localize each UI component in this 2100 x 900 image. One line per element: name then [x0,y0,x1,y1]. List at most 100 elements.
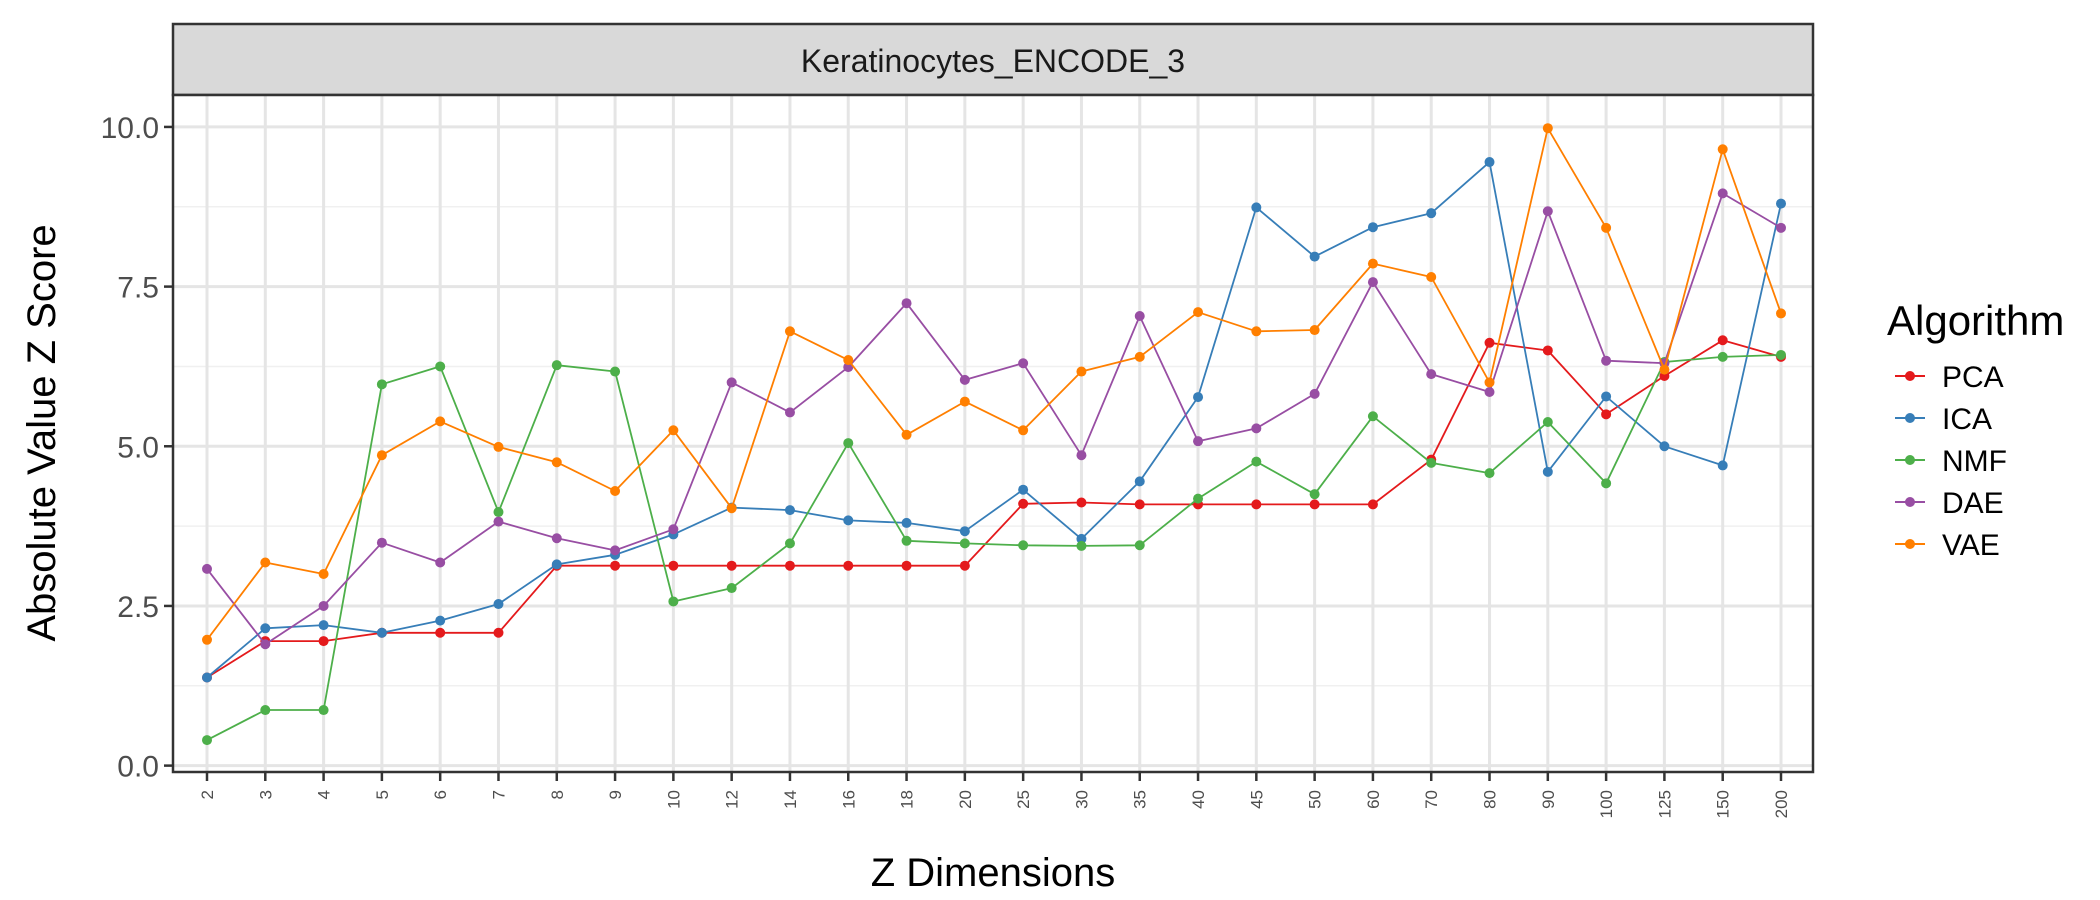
y-tick-label: 2.5 [117,591,159,624]
data-point-ica [435,615,446,626]
data-point-vae [1601,222,1612,233]
series-ica [202,157,1786,683]
data-point-pca [843,560,854,571]
data-point-pca [784,560,795,571]
legend-label-pca: PCA [1942,361,2004,394]
data-point-vae [610,485,621,496]
y-tick-label: 5.0 [117,431,159,464]
series-line-ica [206,161,1782,679]
legend-item-nmf: NMF [1895,445,2007,478]
data-point-nmf [435,361,446,372]
data-point-nmf [260,705,271,716]
data-point-nmf [901,535,912,546]
data-point-pca [1134,499,1145,510]
y-tick-label: 10.0 [101,112,159,145]
data-point-vae [202,634,212,645]
data-point-pca [1076,497,1087,508]
data-point-ica [1193,392,1204,403]
x-tick-label: 3 [256,790,275,799]
data-point-vae [260,557,271,568]
data-point-dae [1309,388,1320,399]
x-tick-label: 150 [1714,790,1733,818]
data-point-vae [1659,364,1670,375]
data-point-nmf [493,507,504,518]
data-point-ica [493,599,504,610]
data-point-vae [959,396,970,407]
data-point-ica [901,517,912,528]
data-point-pca [1717,335,1728,346]
x-tick-label: 14 [781,790,800,809]
data-point-pca [1018,498,1029,509]
data-point-nmf [1367,411,1378,422]
y-axis-title: Absolute Value Z Score [20,224,64,641]
data-point-dae [260,639,271,650]
data-point-nmf [1484,468,1495,479]
data-point-dae [551,533,562,544]
data-point-ica [202,672,212,683]
x-tick-label: 2 [198,790,217,799]
x-tick-label: 125 [1655,790,1674,818]
x-tick-label: 200 [1772,790,1791,818]
data-point-nmf [726,583,737,594]
x-tick-label: 12 [723,790,742,809]
x-tick-label: 7 [489,790,508,799]
legend-item-dae: DAE [1895,487,2004,520]
series-dae [202,188,1786,650]
data-point-dae [318,600,329,611]
data-point-ica [1717,460,1728,471]
x-tick-label: 18 [898,790,917,809]
legend-key-point [1905,371,1915,381]
x-tick-label: 25 [1014,790,1033,809]
data-point-dae [668,524,679,535]
x-tick-label: 80 [1481,790,1500,809]
data-point-ica [1659,441,1670,452]
data-point-dae [1426,369,1437,380]
legend-title: Algorithm [1887,297,2064,344]
data-point-ica [260,623,271,634]
series-nmf [202,349,1786,746]
data-point-nmf [668,596,679,607]
data-point-dae [726,377,737,388]
data-point-ica [843,515,854,526]
data-point-nmf [784,538,795,549]
x-tick-label: 30 [1072,790,1091,809]
data-point-nmf [610,366,621,377]
data-point-vae [493,441,504,452]
data-point-ica [1601,391,1612,402]
legend-item-ica: ICA [1895,403,1992,436]
data-point-ica [1542,466,1553,477]
x-tick-label: 50 [1306,790,1325,809]
x-tick-label: 9 [606,790,625,799]
data-point-nmf [1193,493,1204,504]
data-point-pca [1251,499,1262,510]
data-point-ica [1484,157,1495,168]
legend-key-point [1905,497,1915,507]
data-point-pca [1309,499,1320,510]
x-axis: 2 3 4 5 6 7 8 9 10 12 14 16 18 20 25 30 35 40 45 50 60 70 80 90… [198,772,1791,818]
data-point-vae [318,569,329,580]
data-point-pca [901,560,912,571]
legend-key-point [1905,413,1915,423]
data-point-ica [1367,222,1378,233]
data-point-ica [376,627,387,638]
legend-label-nmf: NMF [1942,445,2007,478]
data-point-ica [1776,198,1786,209]
legend-key-point [1905,539,1915,549]
data-point-pca [318,636,329,647]
data-point-pca [959,560,970,571]
data-point-vae [1076,366,1087,377]
legend-label-dae: DAE [1942,487,2004,520]
y-axis: 0.0 2.5 5.0 7.5 10.0 [101,112,173,784]
x-tick-label: 16 [839,790,858,809]
data-point-ica [784,505,795,516]
data-point-ica [1134,476,1145,487]
series-line-nmf [206,354,1782,741]
facet-title: Keratinocytes_ENCODE_3 [801,43,1185,79]
x-tick-label: 8 [548,790,567,799]
data-point-nmf [1601,478,1612,489]
data-point-vae [901,429,912,440]
data-point-nmf [1018,540,1029,551]
data-point-ica [1426,208,1437,219]
data-point-pca [493,627,504,638]
data-point-nmf [1076,540,1087,551]
